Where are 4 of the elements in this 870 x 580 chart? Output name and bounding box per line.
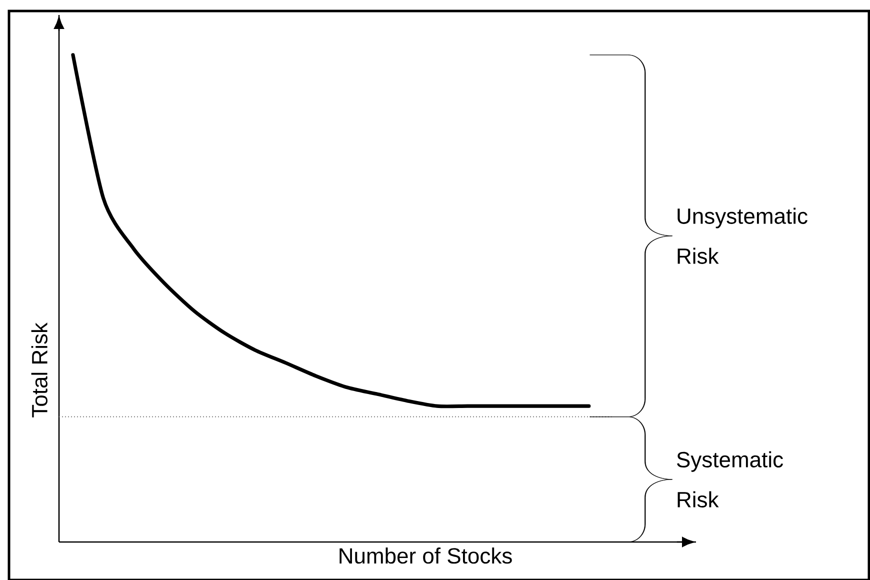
y-axis-title: Total Risk xyxy=(31,322,48,418)
text: Systematic Risk xyxy=(676,451,783,508)
text: Unsystematic Risk xyxy=(678,208,808,264)
x-axis-title: Number of Stocks xyxy=(340,548,512,564)
